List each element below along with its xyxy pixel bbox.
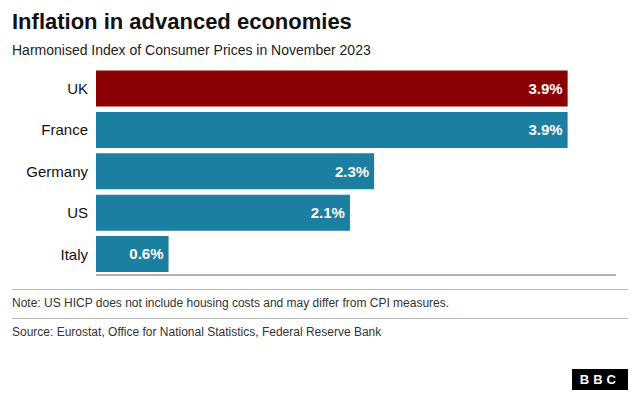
svg-text:Italy: Italy bbox=[60, 246, 88, 263]
html-text:Note: US HICP does not include: Note: US HICP does not include housing c… bbox=[12, 296, 450, 310]
svg-text:UK: UK bbox=[67, 80, 88, 97]
html-text:BBC: BBC bbox=[579, 372, 620, 387]
svg-text:2.1%: 2.1% bbox=[311, 204, 345, 221]
svg-text:2.3%: 2.3% bbox=[335, 163, 369, 180]
svg-text:3.9%: 3.9% bbox=[528, 121, 562, 138]
svg-text:France: France bbox=[41, 121, 88, 138]
svg-text:US: US bbox=[67, 204, 88, 221]
svg-text:0.6%: 0.6% bbox=[129, 245, 163, 262]
html-text:Harmonised Index of Consumer P: Harmonised Index of Consumer Prices in N… bbox=[12, 42, 371, 58]
html-text:Inflation in advanced economie: Inflation in advanced economies bbox=[12, 9, 352, 34]
html-text:Source: Eurostat, Office for N: Source: Eurostat, Office for National St… bbox=[12, 325, 382, 339]
svg-text:Germany: Germany bbox=[26, 163, 88, 180]
svg-text:3.9%: 3.9% bbox=[528, 80, 562, 97]
